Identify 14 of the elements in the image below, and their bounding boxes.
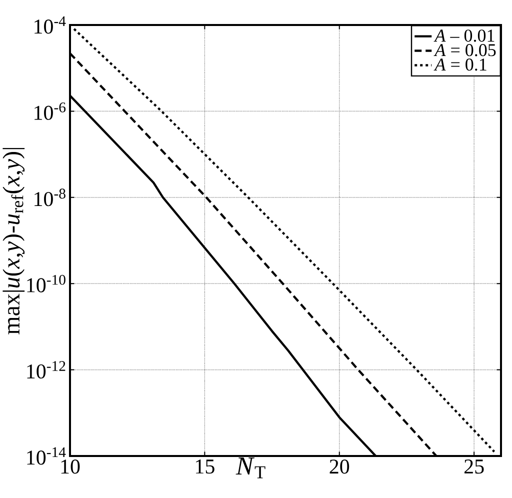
y-tick-label: 10$^{-8}$: [34, 188, 66, 206]
x-tick-label: 25: [464, 460, 484, 474]
x-tick-label: 20: [330, 460, 350, 474]
y-tick-label: 10$^{-10}$: [27, 274, 66, 292]
y-tick-label: 10$^{-6}$: [34, 102, 66, 120]
y-tick-label: 10$^{-12}$: [27, 361, 66, 379]
legend-label: A = 0.05: [434, 44, 496, 56]
text: max|u(x,y)-u$_{ref}$(x,y)|: [2, 148, 25, 334]
line-series: [72, 28, 496, 453]
legend-label: A = 0.1: [434, 58, 486, 71]
y-tick-label: 10$^{-4}$: [34, 16, 66, 34]
x-tick-label: 15: [196, 460, 214, 474]
legend-label: A – 0.01: [434, 30, 494, 42]
x-axis-title: N$_{T}$: [236, 458, 266, 478]
